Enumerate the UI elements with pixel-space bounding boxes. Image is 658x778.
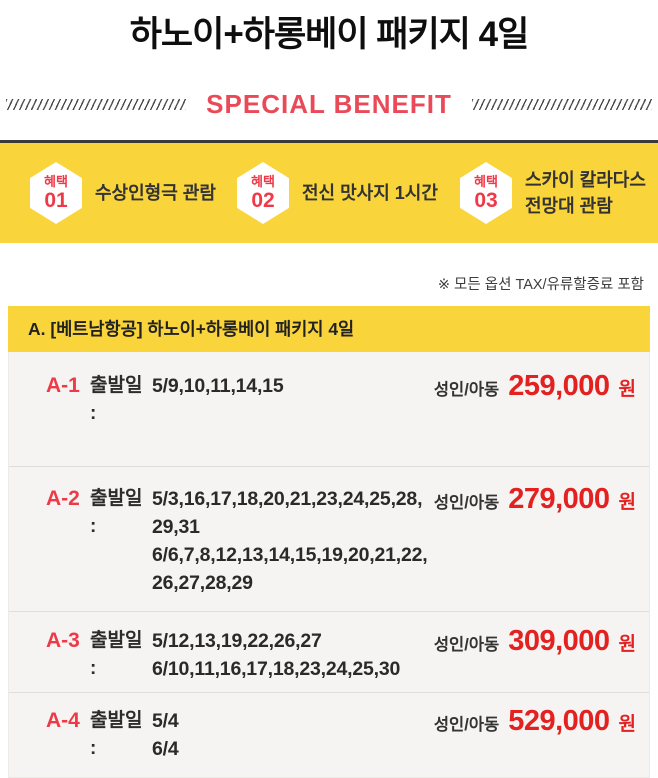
date-line: 5/9,10,11,14,15 [152, 375, 284, 397]
benefit-label: 전신 맛사지 1시간 [302, 182, 438, 203]
price-block: 성인/아동 529,000 원 [434, 707, 649, 739]
date-line: 6/6,7,8,12,13,14,15,19,20,21,22, [152, 544, 428, 566]
departure-date-label: 출발일 : [90, 630, 143, 679]
badge-word: 혜택 [251, 174, 275, 189]
special-benefit-heading: SPECIAL BENEFIT [6, 89, 653, 120]
benefit-item-3: 혜택 03 스카이 칼라다스 전망대 관람 [460, 162, 658, 224]
price-row-a2: A-2 출발일 : 5/3,16,17,18,20,21,23,24,25,28… [9, 466, 649, 611]
pricing-table: A. [베트남항공] 하노이+하롱베이 패키지 4일 A-1 출발일 : 5/9… [8, 306, 650, 778]
date-line: 5/4 [152, 710, 179, 732]
row-code: A-4 [46, 709, 80, 732]
row-code: A-3 [46, 629, 80, 652]
hexagon-badge-01: 혜택 01 [30, 162, 82, 224]
hatch-line-right [471, 99, 653, 110]
price-value: 259,000 [508, 370, 610, 402]
date-line: 6/4 [152, 738, 179, 760]
badge-word: 혜택 [44, 174, 68, 189]
pricing-table-header: A. [베트남항공] 하노이+하롱베이 패키지 4일 [8, 306, 650, 352]
departure-date-label: 출발일 : [90, 488, 143, 537]
hexagon-badge-03: 혜택 03 [460, 162, 512, 224]
benefit-label: 스카이 칼라다스 전망대 관람 [525, 169, 646, 216]
badge-number: 02 [251, 189, 275, 212]
price-block: 성인/아동 259,000 원 [434, 372, 649, 404]
badge-number: 01 [44, 189, 68, 212]
price-label: 성인/아동 [433, 381, 500, 399]
currency-suffix: 원 [618, 379, 636, 400]
page-title: 하노이+하롱베이 패키지 4일 [129, 15, 530, 54]
hatch-line-left [6, 99, 187, 110]
date-line: 6/10,11,16,17,18,23,24,25,30 [152, 658, 401, 680]
price-label: 성인/아동 [433, 494, 500, 512]
departure-dates: 5/4 6/4 [152, 707, 434, 763]
price-label: 성인/아동 [433, 716, 500, 734]
badge-word: 혜택 [474, 174, 498, 189]
currency-suffix: 원 [618, 634, 636, 655]
special-benefit-title: SPECIAL BENEFIT [206, 89, 452, 119]
departure-dates: 5/3,16,17,18,20,21,23,24,25,28, 29,31 6/… [152, 485, 434, 597]
price-value: 529,000 [508, 705, 610, 737]
date-line: 26,27,28,29 [152, 572, 253, 594]
currency-suffix: 원 [618, 492, 636, 513]
departure-dates: 5/12,13,19,22,26,27 6/10,11,16,17,18,23,… [152, 627, 434, 683]
price-value: 309,000 [508, 625, 610, 657]
price-label: 성인/아동 [433, 636, 500, 654]
price-row-a4: A-4 출발일 : 5/4 6/4 성인/아동 529,000 원 [9, 692, 649, 777]
price-row-a1: A-1 출발일 : 5/9,10,11,14,15 성인/아동 259,000 … [9, 352, 649, 466]
price-row-a3: A-3 출발일 : 5/12,13,19,22,26,27 6/10,11,16… [9, 611, 649, 692]
price-block: 성인/아동 279,000 원 [434, 485, 649, 517]
hexagon-badge-02: 혜택 02 [237, 162, 289, 224]
row-code: A-1 [46, 374, 80, 397]
benefit-item-1: 혜택 01 수상인형극 관람 [30, 162, 237, 224]
currency-suffix: 원 [618, 714, 636, 735]
row-code: A-2 [46, 487, 80, 510]
price-value: 279,000 [508, 483, 610, 515]
departure-dates: 5/9,10,11,14,15 [152, 372, 434, 400]
benefit-label: 수상인형극 관람 [95, 182, 216, 203]
date-line: 5/3,16,17,18,20,21,23,24,25,28, [152, 488, 423, 510]
badge-number: 03 [474, 189, 498, 212]
tax-notice: ※ 모든 옵션 TAX/유류할증료 포함 [437, 277, 644, 293]
departure-date-label: 출발일 : [90, 375, 143, 424]
departure-date-label: 출발일 : [90, 710, 143, 759]
pricing-table-body: A-1 출발일 : 5/9,10,11,14,15 성인/아동 259,000 … [8, 352, 650, 778]
benefit-banner: 혜택 01 수상인형극 관람 혜택 02 전신 맛사지 1시간 혜택 03 스카… [0, 140, 658, 243]
date-line: 29,31 [152, 516, 200, 538]
date-line: 5/12,13,19,22,26,27 [152, 630, 322, 652]
price-block: 성인/아동 309,000 원 [434, 627, 649, 659]
benefit-item-2: 혜택 02 전신 맛사지 1시간 [237, 162, 460, 224]
